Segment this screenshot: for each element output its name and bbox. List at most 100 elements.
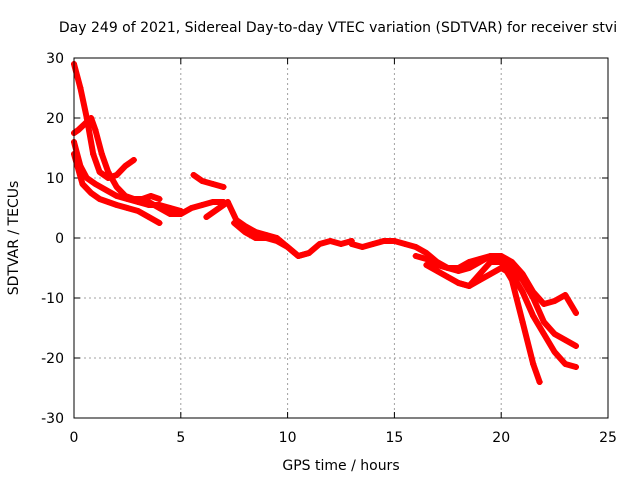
data-point (391, 238, 398, 244)
series-arc-g (203, 199, 355, 259)
series-arc-d (71, 151, 163, 226)
y-tick-label: 20 (46, 111, 64, 127)
data-point (79, 181, 86, 187)
y-tick-label: -10 (41, 291, 64, 307)
data-point (466, 265, 473, 271)
series-arc-i (348, 238, 579, 316)
data-point (476, 256, 483, 262)
data-point (519, 289, 526, 295)
grid-lines (74, 58, 608, 418)
plot-frame (73, 57, 609, 419)
data-point (209, 181, 216, 187)
data-point (98, 151, 105, 157)
data-point (145, 199, 152, 205)
data-point (412, 253, 419, 259)
data-point (130, 157, 137, 163)
data-point (412, 244, 419, 250)
data-point (572, 310, 579, 316)
data-point (498, 259, 505, 265)
data-point (370, 241, 377, 247)
data-point (147, 193, 154, 199)
data-series (71, 61, 579, 385)
y-tick-label: -30 (41, 411, 64, 427)
data-point (338, 241, 344, 247)
data-point (263, 235, 270, 241)
data-point (380, 238, 387, 244)
data-point (530, 295, 537, 301)
data-point (124, 205, 131, 211)
data-point (540, 331, 547, 337)
data-point (190, 172, 197, 178)
data-point (145, 214, 152, 220)
data-point (92, 181, 99, 187)
data-point (423, 256, 430, 262)
data-point (487, 259, 494, 265)
axis-ticks: 0 5 10 15 20 25 -30 -20 -10 0 10 20 30 (41, 51, 617, 446)
data-point (220, 184, 227, 190)
data-point (466, 283, 473, 289)
data-point (224, 199, 231, 205)
data-point (203, 214, 210, 220)
data-point (81, 121, 88, 127)
data-point (434, 268, 441, 274)
data-point (562, 361, 569, 367)
data-point (135, 208, 142, 214)
data-point (124, 196, 131, 202)
data-point (167, 211, 174, 217)
data-point (295, 253, 302, 259)
data-point (444, 274, 451, 280)
data-point (519, 319, 526, 325)
data-point (103, 187, 110, 193)
data-point (83, 175, 90, 181)
data-point (562, 292, 569, 298)
data-point (508, 277, 515, 283)
data-point (572, 364, 579, 370)
data-point (551, 331, 558, 337)
data-point (536, 379, 543, 385)
data-point (530, 313, 537, 319)
data-point (444, 265, 451, 271)
data-point (75, 127, 82, 133)
data-point (316, 241, 323, 247)
data-point (188, 205, 195, 211)
data-point (135, 199, 142, 205)
y-tick-label: 30 (46, 51, 64, 67)
data-point (88, 190, 95, 196)
data-point (508, 265, 515, 271)
data-point (540, 301, 547, 307)
data-point (92, 127, 99, 133)
data-point (252, 229, 259, 235)
data-point (284, 244, 291, 250)
data-point (455, 280, 462, 286)
x-tick-label: 20 (492, 430, 510, 446)
data-point (113, 193, 120, 199)
series-arc-j (412, 253, 579, 349)
data-point (105, 169, 112, 175)
data-point (551, 298, 558, 304)
x-tick-label: 15 (385, 430, 403, 446)
data-point (156, 220, 163, 226)
data-point (88, 115, 95, 121)
data-point (519, 277, 526, 283)
data-point (156, 196, 163, 202)
chart-title: Day 249 of 2021, Sidereal Day-to-day VTE… (59, 20, 617, 36)
data-point (359, 244, 366, 250)
data-point (241, 229, 248, 235)
data-point (122, 163, 129, 169)
data-point (231, 220, 238, 226)
data-point (96, 196, 103, 202)
data-point (423, 250, 430, 256)
data-point (96, 169, 103, 175)
y-axis-label: SDTVAR / TECUs (6, 181, 22, 296)
x-tick-label: 5 (176, 430, 185, 446)
data-point (466, 259, 473, 265)
data-point (455, 265, 462, 271)
x-tick-label: 0 (70, 430, 79, 446)
x-tick-label: 25 (599, 430, 617, 446)
data-point (434, 262, 441, 268)
data-point (209, 199, 216, 205)
data-point (252, 235, 259, 241)
x-axis-label: GPS time / hours (282, 458, 399, 474)
data-point (572, 343, 579, 349)
